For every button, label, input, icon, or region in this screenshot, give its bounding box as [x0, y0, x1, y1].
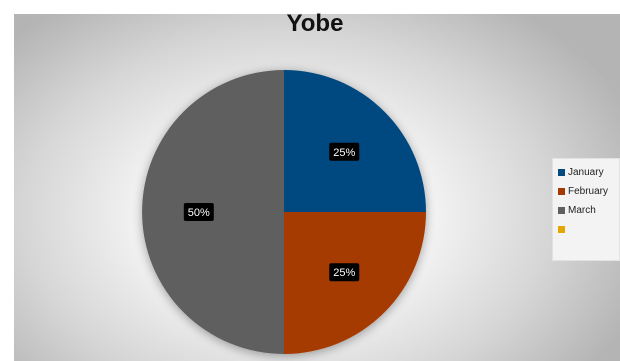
chart-title: Yobe	[286, 10, 344, 37]
legend-item-series-4	[558, 220, 619, 239]
pie-slice-january	[284, 70, 426, 212]
legend-swatch	[558, 188, 565, 195]
data-label-march: 50%	[183, 203, 214, 221]
data-label-text: 25%	[333, 147, 355, 159]
legend-label: March	[568, 205, 596, 216]
legend-item-january: January	[558, 163, 619, 182]
data-label-text: 25%	[333, 267, 355, 279]
legend-label: January	[568, 167, 604, 178]
data-label-box	[329, 142, 360, 161]
data-label-box	[329, 263, 360, 282]
pie-slice-february	[284, 212, 426, 354]
legend-item-february: February	[558, 182, 619, 201]
legend-swatch	[558, 169, 565, 176]
data-label-text: 50%	[188, 207, 210, 219]
legend-swatch	[558, 207, 565, 214]
data-label-february: 25%	[329, 263, 360, 282]
legend-swatch	[558, 226, 565, 233]
data-label-box	[183, 203, 214, 221]
data-label-january: 25%	[329, 142, 360, 161]
legend-item-march: March	[558, 201, 619, 220]
legend-label: February	[568, 186, 609, 197]
legend: January February March	[552, 158, 620, 261]
